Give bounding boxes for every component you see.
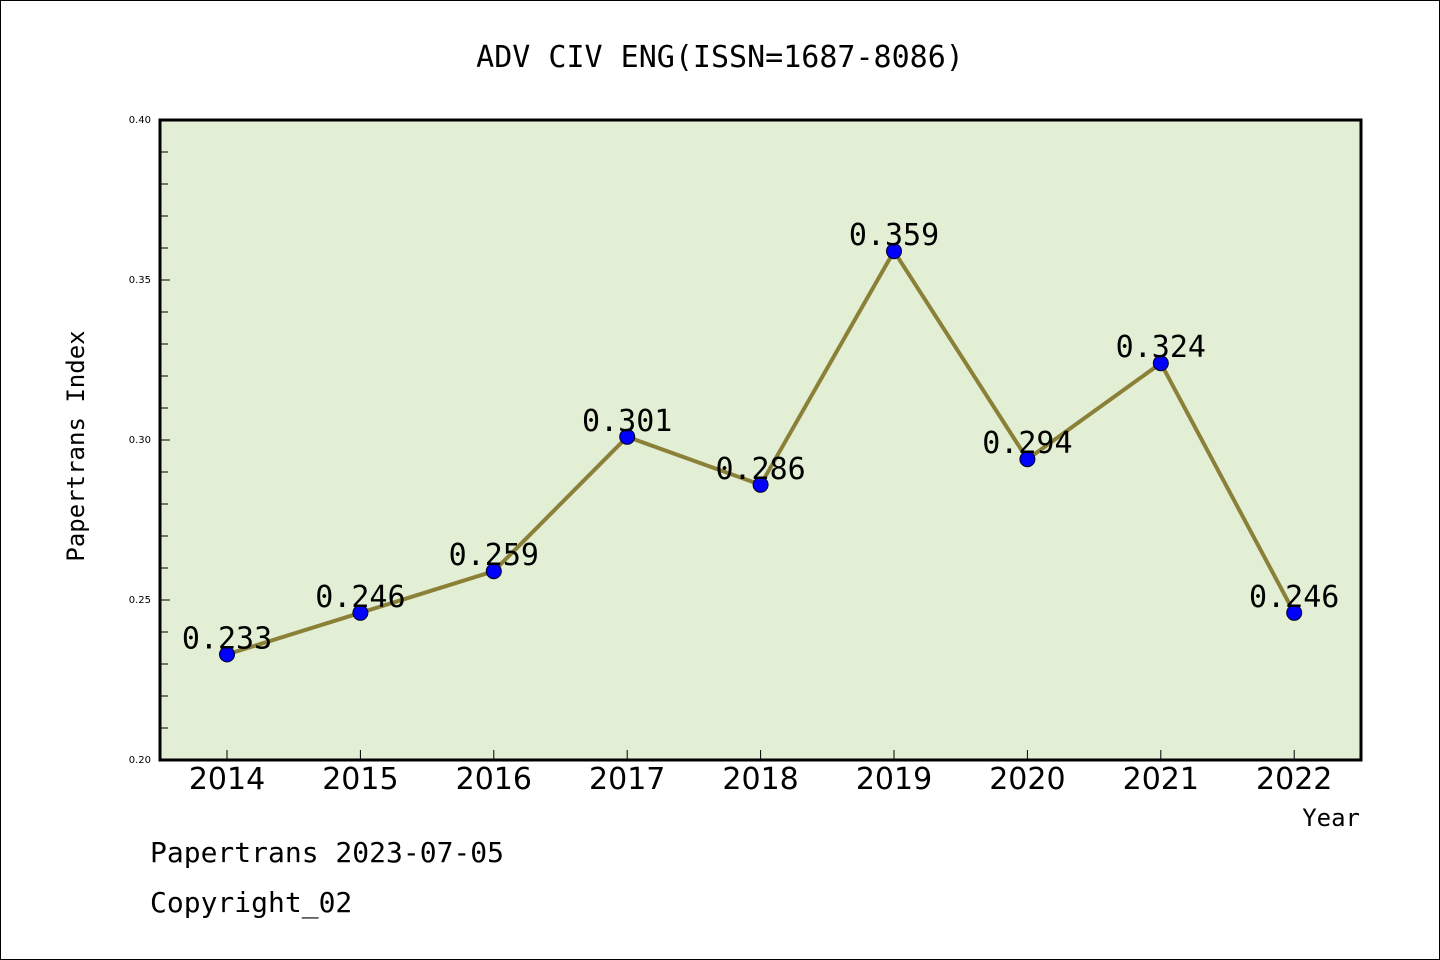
data-point — [1152, 355, 1169, 372]
data-label: 0.246 — [315, 580, 405, 615]
y-axis-label: Papertrans Index — [62, 330, 90, 561]
data-label: 0.233 — [182, 621, 272, 656]
y-tick-label: 0.35 — [129, 275, 151, 286]
footer-date: Papertrans 2023-07-05 — [150, 836, 505, 869]
data-label: 0.259 — [449, 538, 539, 573]
footer-copyright: Copyright_02 — [150, 886, 353, 919]
x-axis-label: Year — [1302, 804, 1360, 832]
data-point — [219, 646, 235, 663]
data-point — [886, 243, 902, 260]
data-point — [485, 563, 502, 580]
x-tick-label: 2016 — [456, 762, 532, 797]
x-tick-label: 2019 — [856, 762, 932, 797]
x-tick-label: 2022 — [1256, 762, 1332, 797]
x-tick-label: 2018 — [722, 762, 798, 797]
y-tick-label: 0.25 — [129, 595, 151, 606]
data-label: 0.301 — [582, 404, 672, 439]
data-point — [1286, 604, 1303, 621]
x-tick-label: 2020 — [989, 762, 1065, 797]
chart-title: ADV CIV ENG(ISSN=1687-8086) — [476, 40, 964, 75]
series-markers — [219, 243, 1303, 663]
y-tick-label: 0.20 — [129, 755, 151, 766]
data-label: 0.324 — [1116, 330, 1206, 365]
plot-area — [158, 118, 1363, 762]
x-tick-label: 2017 — [589, 762, 665, 797]
data-point — [352, 604, 369, 621]
x-tick-label: 2014 — [189, 762, 265, 797]
y-tick-label: 0.40 — [129, 115, 151, 126]
x-tick-label: 2021 — [1123, 762, 1199, 797]
data-label: 0.286 — [715, 452, 805, 487]
x-axis-ticks: 2014 2015 2016 2017 2018 2019 2020 2021 2022 — [189, 750, 1332, 797]
data-point — [752, 476, 769, 493]
data-label: 0.246 — [1249, 580, 1339, 615]
data-point — [619, 428, 636, 445]
x-tick-label: 2015 — [322, 762, 398, 797]
data-label: 0.294 — [982, 426, 1072, 461]
y-axis-ticks: 0.20 0.25 0.30 0.35 0.40 — [129, 115, 170, 766]
data-label: 0.359 — [849, 218, 939, 253]
y-tick-label: 0.30 — [129, 435, 151, 446]
data-point — [1019, 451, 1036, 468]
data-labels: 0.233 0.246 0.259 0.301 0.286 0.359 0.294 0.324… — [182, 218, 1340, 656]
